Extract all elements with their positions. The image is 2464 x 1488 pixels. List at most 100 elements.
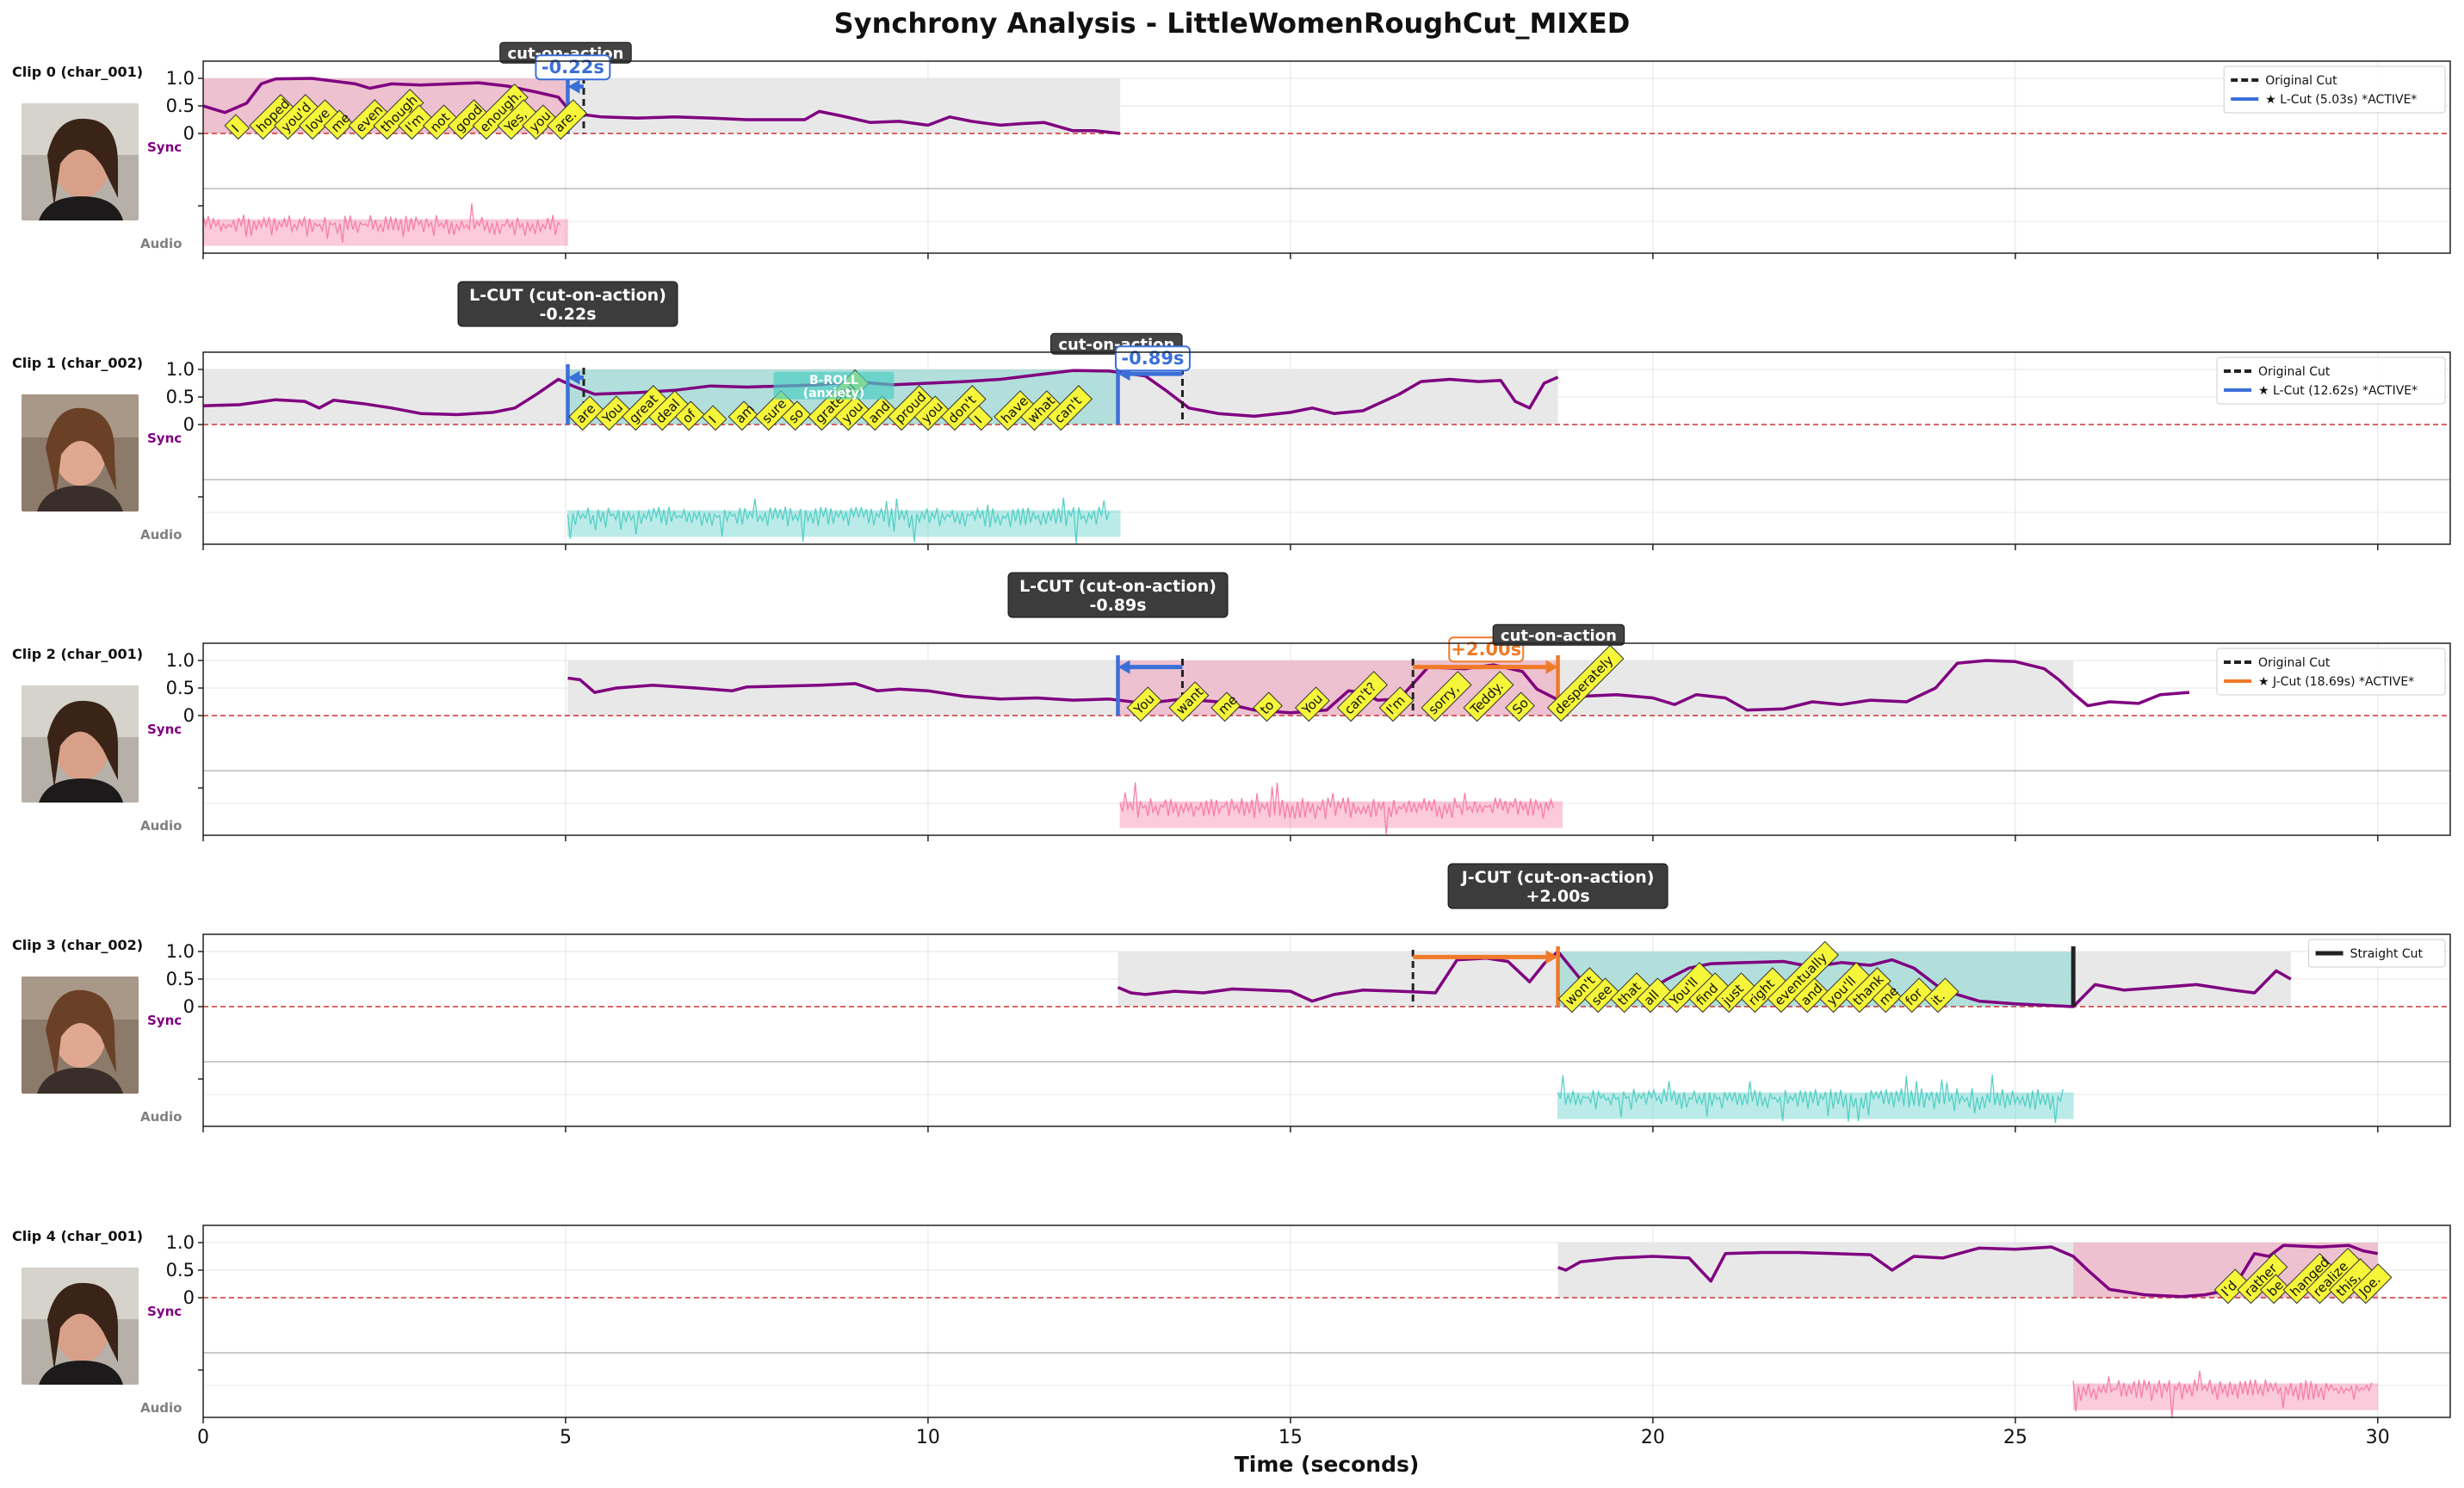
audio-label-1: Audio [140, 527, 183, 542]
word-label: Joe. [2351, 1263, 2393, 1305]
broll-box [773, 371, 895, 400]
word-box [1020, 390, 1062, 431]
cut-type-label [1007, 572, 1229, 618]
x-tick-label: 15 [1278, 1427, 1303, 1448]
word-box [1792, 977, 1829, 1014]
word-label: it. [1923, 977, 1959, 1014]
legend-entry: Original Cut [2265, 74, 2337, 88]
shift-arrow-head [1545, 950, 1558, 964]
cut-type-text: J-CUT (cut-on-action) [1460, 868, 1655, 887]
word-box [568, 395, 604, 431]
x-tick-label: 0 [197, 1427, 209, 1448]
panel-frame [202, 1224, 2451, 1418]
word-box [2351, 1263, 2393, 1305]
audio-waveform [202, 203, 561, 243]
audio-waveform [1119, 782, 1555, 835]
sync-curve [1557, 1243, 2379, 1299]
x-tick-label: 30 [2366, 1427, 2390, 1448]
word-box [1923, 977, 1959, 1014]
word-box [781, 400, 812, 431]
cut-on-action-label [1492, 623, 1625, 646]
clip-0-label: Clip 0 (char_001) [12, 64, 144, 80]
word-box [967, 405, 994, 431]
word-label: are. [547, 99, 588, 140]
word-box [674, 400, 705, 431]
word-label: of [674, 400, 705, 431]
word-box [224, 114, 251, 140]
sync-curve [1117, 950, 2292, 1008]
word-box [647, 390, 689, 431]
word-box [547, 99, 588, 140]
legend-box [2216, 356, 2446, 405]
word-box [1336, 671, 1388, 722]
y-tick-label: 0.5 [166, 678, 195, 698]
word-box [1253, 691, 1283, 722]
sync-label-3: Sync [147, 1013, 183, 1028]
cut-type-label [1447, 863, 1668, 909]
cut-type-text: L-CUT (cut-on-action) [469, 286, 666, 305]
word-box [834, 395, 870, 431]
legend-entry: ★ L-Cut (5.03s) *ACTIVE* [2265, 93, 2417, 107]
x-axis-title: Time (seconds) [1234, 1452, 1420, 1477]
y-tick-label: 0 [183, 705, 195, 726]
shift-arrow-head [567, 79, 580, 94]
audio-waveform [566, 497, 1110, 544]
sync-label-2: Sync [147, 722, 183, 737]
broll-subtext: (anxiety) [803, 387, 864, 400]
cut-type-text: L-CUT (cut-on-action) [1019, 577, 1217, 596]
clip-0-thumbnail [22, 103, 139, 220]
cut-on-action-text: cut-on-action [1501, 627, 1617, 645]
audio-label-4: Audio [140, 1400, 183, 1416]
audio-label-0: Audio [140, 236, 183, 251]
word-box [522, 104, 558, 140]
word-box [2213, 1268, 2250, 1305]
word-box [1546, 644, 1625, 722]
word-box [913, 395, 950, 431]
word-box [1463, 671, 1514, 722]
y-tick-label: 0.5 [166, 387, 195, 407]
clip-1-label: Clip 1 (char_002) [12, 355, 144, 371]
word-box [1421, 671, 1472, 722]
clip-2-label: Clip 2 (char_001) [12, 646, 144, 662]
word-label: Yes, [497, 99, 538, 140]
sync-curve [202, 77, 1121, 135]
sync-label-4: Sync [147, 1304, 183, 1319]
word-box [727, 400, 758, 431]
word-label: won't [1557, 967, 1604, 1014]
y-tick-label: 0.5 [166, 96, 195, 116]
panel-frame [202, 351, 2451, 545]
shift-arrow-head [1545, 660, 1558, 674]
legend-entry: ★ J-Cut (18.69s) *ACTIVE* [2258, 675, 2414, 689]
word-box [1168, 681, 1210, 722]
y-tick-label: 1.0 [166, 68, 195, 89]
y-tick-label: 0 [183, 123, 195, 144]
x-tick-label: 20 [1641, 1427, 1665, 1448]
cut-offset-text: +2.00s [1526, 887, 1590, 906]
cut-offset-text: -0.22s [539, 305, 596, 324]
word-box [860, 395, 896, 431]
broll-text: B-ROLL [809, 374, 858, 388]
clip-4-thumbnail [22, 1268, 139, 1385]
x-tick-label: 5 [560, 1427, 572, 1448]
word-box [1294, 686, 1330, 722]
word-box [1126, 686, 1162, 722]
y-tick-label: 1.0 [166, 650, 195, 671]
panel-frame [202, 60, 2451, 254]
legend-box [2216, 648, 2446, 696]
word-box [398, 104, 434, 140]
legend-entry: ★ L-Cut (12.62s) *ACTIVE* [2258, 384, 2418, 398]
audio-label-3: Audio [140, 1109, 183, 1125]
word-box [701, 405, 727, 431]
panel-frame [202, 933, 2451, 1127]
audio-track [566, 510, 1121, 537]
clip-2-panel: You want me to You can't? I'm sorry, Teddy. So des… [166, 572, 2451, 841]
y-tick-label: 0.5 [166, 969, 195, 989]
y-tick-label: 0 [183, 996, 195, 1017]
word-label: I [967, 405, 994, 431]
panel-frame [202, 642, 2451, 836]
y-tick-label: 1.0 [166, 359, 195, 380]
